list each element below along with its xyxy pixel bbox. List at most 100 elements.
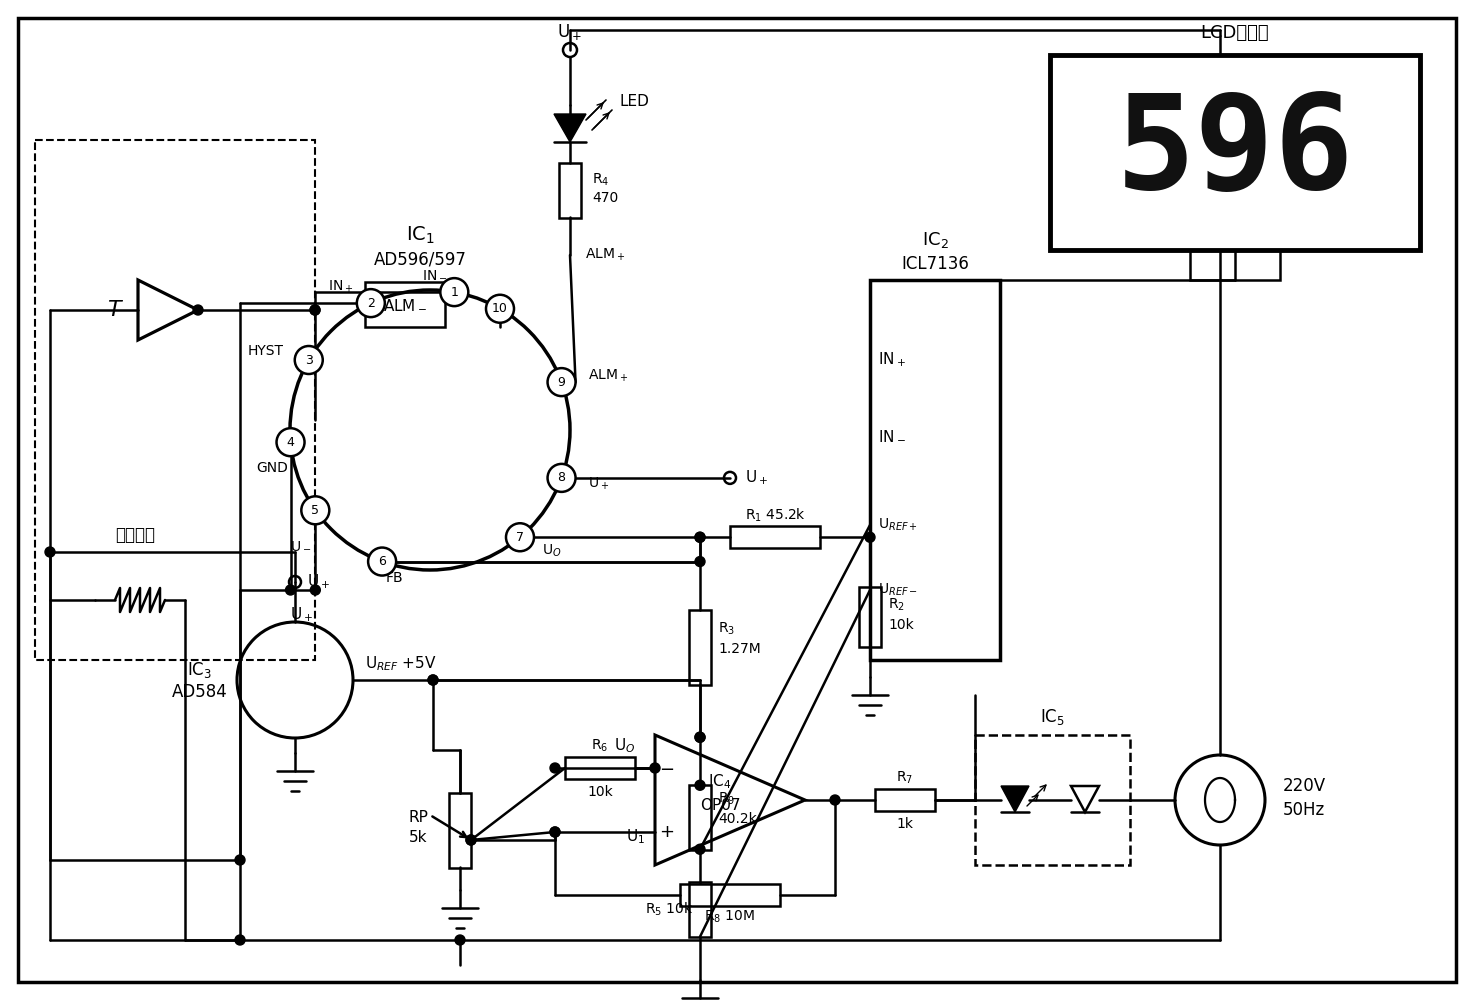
Circle shape (441, 278, 469, 306)
Circle shape (550, 827, 560, 837)
Bar (730, 526, 820, 548)
Text: R$_7$: R$_7$ (896, 770, 914, 786)
Circle shape (486, 295, 514, 323)
Circle shape (286, 585, 295, 595)
Text: 10k: 10k (587, 785, 613, 799)
Circle shape (295, 346, 323, 374)
Text: GND: GND (256, 461, 289, 475)
Text: IN$_-$: IN$_-$ (422, 267, 448, 281)
Bar (559, 162, 581, 218)
Circle shape (865, 532, 876, 542)
Bar (565, 757, 635, 779)
Circle shape (357, 289, 385, 317)
Text: IN$_+$: IN$_+$ (327, 279, 354, 295)
Circle shape (368, 548, 397, 576)
Bar (876, 789, 935, 811)
Text: U$_O$: U$_O$ (615, 737, 635, 755)
Text: $-$: $-$ (659, 759, 675, 777)
Text: R$_4$: R$_4$ (593, 172, 609, 188)
Circle shape (696, 844, 705, 854)
Text: ALM$_+$: ALM$_+$ (588, 368, 629, 384)
Circle shape (277, 428, 305, 456)
Circle shape (427, 675, 438, 685)
Circle shape (547, 368, 575, 396)
Text: 596: 596 (1116, 89, 1355, 216)
Text: U$_+$: U$_+$ (588, 476, 610, 492)
Text: IN$_-$: IN$_-$ (879, 428, 907, 442)
Text: ICL7136: ICL7136 (901, 255, 968, 273)
Text: 6: 6 (379, 555, 386, 568)
Circle shape (696, 780, 705, 790)
Text: 5k: 5k (408, 830, 427, 846)
Text: U$_+$: U$_+$ (290, 606, 314, 624)
Circle shape (696, 532, 705, 542)
Bar (870, 280, 999, 660)
Text: 10k: 10k (887, 618, 914, 632)
Text: 9: 9 (557, 376, 566, 389)
Circle shape (650, 763, 660, 773)
Text: 4: 4 (286, 436, 295, 449)
Bar (35, 140, 315, 660)
Text: U$_-$: U$_-$ (290, 538, 311, 552)
Circle shape (234, 855, 245, 865)
Circle shape (696, 532, 705, 542)
Circle shape (427, 675, 438, 685)
Text: R$_6$: R$_6$ (591, 738, 609, 754)
Bar (974, 735, 1131, 865)
Text: R$_1$ 45.2k: R$_1$ 45.2k (744, 507, 805, 524)
Circle shape (310, 305, 320, 315)
Circle shape (696, 557, 705, 567)
Text: IC$_1$: IC$_1$ (405, 224, 435, 246)
Text: 10: 10 (492, 302, 509, 315)
Text: IC$_5$: IC$_5$ (1041, 707, 1066, 727)
Bar (450, 792, 472, 867)
Text: R$_9$: R$_9$ (718, 791, 736, 807)
Text: 1: 1 (451, 286, 458, 299)
Bar (1049, 55, 1419, 250)
Text: 3: 3 (305, 354, 312, 366)
Circle shape (466, 835, 476, 845)
Text: 7: 7 (516, 531, 523, 544)
Circle shape (301, 496, 329, 524)
Circle shape (466, 835, 476, 845)
Circle shape (455, 935, 464, 945)
Text: U$_1$: U$_1$ (626, 828, 646, 846)
Text: IC$_4$: IC$_4$ (709, 773, 731, 791)
Text: 1.27M: 1.27M (718, 642, 761, 656)
Text: U$_{REF-}$: U$_{REF-}$ (879, 582, 918, 598)
Circle shape (550, 763, 560, 773)
Text: FB: FB (386, 571, 404, 585)
Text: 2: 2 (367, 297, 374, 310)
Text: U$_+$: U$_+$ (307, 573, 330, 591)
Text: IC$_2$: IC$_2$ (921, 230, 948, 250)
Circle shape (830, 795, 840, 805)
Circle shape (547, 464, 575, 492)
Text: 5: 5 (311, 504, 320, 517)
Text: ALM$_-$: ALM$_-$ (383, 297, 427, 312)
Text: R$_2$: R$_2$ (887, 597, 905, 613)
Text: 40.2k: 40.2k (718, 812, 756, 826)
Text: OP07: OP07 (700, 798, 740, 812)
Text: $+$: $+$ (659, 823, 675, 841)
Circle shape (234, 935, 245, 945)
Text: R$_3$: R$_3$ (718, 621, 736, 637)
Bar (1190, 250, 1279, 280)
Text: 470: 470 (593, 191, 618, 205)
Circle shape (696, 732, 705, 742)
Text: AD596/597: AD596/597 (373, 251, 466, 269)
Text: 220V: 220V (1282, 777, 1327, 795)
Text: LED: LED (621, 95, 650, 109)
Polygon shape (1001, 786, 1029, 812)
Text: R$_8$ 10M: R$_8$ 10M (705, 909, 756, 925)
Text: RP: RP (408, 810, 427, 826)
Circle shape (696, 732, 705, 742)
Bar (688, 882, 710, 937)
Text: $T$: $T$ (108, 300, 124, 320)
Text: IC$_3$: IC$_3$ (187, 660, 212, 680)
Bar (688, 610, 710, 685)
Circle shape (550, 827, 560, 837)
Text: U$_{REF+}$: U$_{REF+}$ (879, 517, 918, 533)
Text: U$_{REF}$ +5V: U$_{REF}$ +5V (366, 655, 436, 673)
Bar (680, 884, 780, 906)
Text: U$_+$: U$_+$ (557, 22, 582, 42)
